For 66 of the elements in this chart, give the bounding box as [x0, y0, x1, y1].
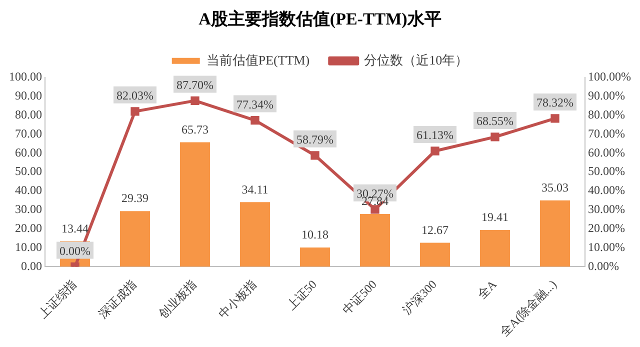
y-tick-label: 0.00: [21, 258, 42, 273]
y-tick-label: 10.00: [15, 240, 42, 254]
data-label: 10.18: [302, 228, 328, 242]
x-tick-label: 中证500: [340, 277, 380, 317]
point: [370, 205, 380, 214]
y-tick-label: 50.00: [15, 164, 42, 178]
data-label: 87.70%: [176, 78, 214, 92]
point: [490, 132, 500, 142]
y2-tick-label: 0.00%: [588, 258, 620, 273]
x-tick-label: 创业板指: [156, 277, 200, 322]
x-tick-label: 全A: [474, 277, 500, 302]
x-tick-label: 全A(除金融...): [497, 277, 560, 340]
legend-label: 当前估值PE(TTM): [206, 52, 310, 68]
bar: [540, 200, 570, 267]
bar: [360, 214, 390, 267]
y2-tick-label: 20.00%: [588, 221, 626, 236]
data-label: 61.13%: [416, 128, 454, 142]
bar: [480, 230, 510, 267]
bar: [120, 211, 150, 267]
x-tick-label: 沪深300: [400, 277, 440, 317]
y2-tick-label: 60.00%: [588, 145, 626, 160]
data-label: 19.41: [482, 210, 509, 224]
y-tick-label: 70.00: [15, 126, 42, 140]
data-label: 13.44: [62, 221, 88, 236]
y2-tick-label: 10.00%: [588, 240, 626, 254]
y2-tick-label: 70.00%: [588, 126, 626, 140]
data-label: 0.00%: [60, 244, 90, 258]
data-label: 78.32%: [536, 96, 574, 110]
point: [190, 96, 200, 106]
point: [550, 114, 560, 123]
data-label: 58.79%: [296, 132, 334, 147]
data-label: 35.03: [542, 180, 569, 195]
bar: [180, 142, 210, 267]
x-tick-label: 中小板指: [216, 277, 260, 322]
y2-tick-label: 90.00%: [588, 88, 626, 102]
y2-tick-label: 100.00%: [588, 70, 632, 84]
data-label: 68.55%: [476, 114, 514, 128]
chart-title: A股主要指数估值(PE-TTM)水平: [198, 10, 442, 29]
bar: [240, 202, 270, 267]
y-tick-label: 20.00: [15, 221, 42, 236]
data-label: 12.67: [422, 222, 449, 237]
point: [310, 151, 320, 160]
x-tick-label: 上证50: [284, 277, 320, 313]
data-label: 65.73: [182, 122, 208, 136]
bar: [300, 247, 330, 267]
legend-label: 分位数（近10年）: [364, 52, 468, 68]
data-label: 29.39: [122, 191, 148, 206]
y-tick-label: 60.00: [15, 145, 42, 160]
y2-tick-label: 80.00%: [588, 107, 626, 122]
y-tick-label: 90.00: [15, 88, 42, 102]
point: [430, 146, 440, 156]
bar: [420, 242, 450, 267]
point: [130, 107, 140, 116]
data-label: 34.11: [242, 182, 268, 196]
point: [250, 116, 260, 125]
data-label: 77.34%: [236, 97, 274, 112]
x-tick-label: 上证综指: [36, 277, 80, 322]
data-label: 82.03%: [116, 88, 154, 103]
y-tick-label: 40.00: [15, 183, 42, 198]
y-tick-label: 80.00: [15, 107, 42, 122]
y-tick-label: 100.00: [9, 70, 42, 84]
y-tick-label: 30.00: [15, 202, 42, 216]
y2-tick-label: 40.00%: [588, 183, 626, 198]
y2-tick-label: 50.00%: [588, 164, 626, 178]
y2-tick-label: 30.00%: [588, 202, 626, 216]
x-tick-label: 深证成指: [96, 277, 140, 322]
